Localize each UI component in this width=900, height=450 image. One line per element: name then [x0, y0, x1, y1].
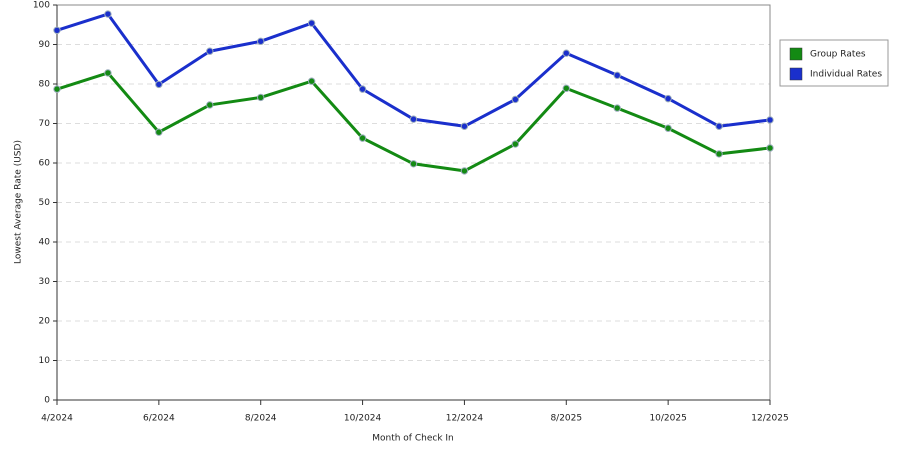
- y-tick-label: 0: [44, 396, 50, 406]
- series-line: [56, 12, 771, 128]
- legend-swatch: [789, 67, 803, 81]
- data-point: [307, 77, 316, 85]
- data-point: [409, 160, 418, 168]
- data-point: [562, 84, 570, 93]
- legend-label: Group Rates: [810, 50, 866, 60]
- data-point: [257, 93, 265, 102]
- x-tick-label: 4/2024: [41, 414, 73, 424]
- y-tick-label: 50: [39, 198, 51, 208]
- y-tick-label: 60: [39, 159, 51, 169]
- data-point: [206, 101, 214, 109]
- data-point: [613, 71, 621, 80]
- y-tick-label: 10: [39, 356, 51, 366]
- data-point: [766, 144, 774, 152]
- data-point: [511, 140, 520, 148]
- x-tick-label: 12/2024: [446, 414, 484, 424]
- y-tick-label: 70: [39, 119, 51, 129]
- data-point: [307, 19, 316, 27]
- x-tick-label: 10/2025: [649, 414, 686, 424]
- x-tick-label: 10/2024: [344, 414, 382, 424]
- data-point: [460, 122, 469, 130]
- x-tick-label: 8/2024: [245, 414, 277, 424]
- data-point: [155, 80, 163, 89]
- data-point: [409, 115, 418, 123]
- y-tick-label: 40: [39, 238, 51, 248]
- data-point: [104, 10, 112, 18]
- grid: [57, 4, 770, 401]
- y-axis-label: Lowest Average Rate (USD): [14, 140, 24, 264]
- legend-swatch: [789, 47, 803, 61]
- data-point: [460, 167, 469, 175]
- x-tick-label: 12/2025: [751, 414, 788, 424]
- data-point: [766, 116, 774, 124]
- x-tick-label: 8/2025: [550, 414, 582, 424]
- data-point: [562, 49, 570, 57]
- data-point: [715, 122, 723, 130]
- data-point: [206, 47, 214, 55]
- y-tick-label: 20: [39, 317, 51, 327]
- data-point: [104, 69, 112, 77]
- x-tick-label: 6/2024: [143, 414, 175, 424]
- y-tick-label: 100: [33, 1, 50, 11]
- data-point: [358, 134, 367, 142]
- x-axis-label: Month of Check In: [372, 434, 454, 444]
- data-point: [358, 85, 367, 93]
- data-point: [613, 104, 621, 112]
- y-tick-label: 90: [39, 40, 51, 50]
- data-point: [664, 94, 672, 103]
- data-point: [53, 85, 61, 93]
- y-tick-label: 30: [39, 277, 51, 287]
- legend-label: Individual Rates: [810, 70, 882, 80]
- data-point: [155, 128, 163, 136]
- data-point: [715, 150, 723, 158]
- data-point: [511, 95, 520, 104]
- y-tick-label: 80: [39, 80, 51, 90]
- data-point: [257, 37, 265, 46]
- data-point: [664, 124, 672, 132]
- data-point: [53, 26, 61, 34]
